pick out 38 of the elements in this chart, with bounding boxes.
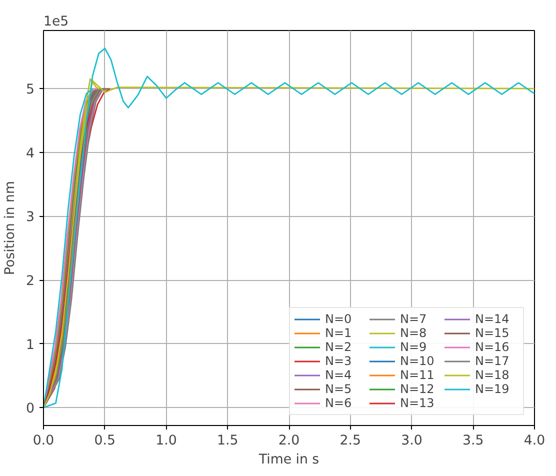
legend-label: N=8 (400, 326, 428, 340)
y-tick-label: 4 (26, 146, 35, 162)
legend-label: N=14 (475, 312, 510, 326)
legend-label: N=19 (475, 382, 510, 396)
y-axis-title: Position in nm (3, 181, 18, 275)
y-tick-label: 5 (26, 82, 35, 98)
x-tick-label: 3.5 (462, 434, 484, 448)
x-tick-label: 2.5 (340, 434, 361, 448)
legend-label: N=4 (325, 368, 353, 382)
x-tick-label: 1.5 (217, 434, 238, 448)
y-tick-label: 0 (26, 402, 35, 417)
legend-label: N=10 (400, 354, 436, 368)
legend-label: N=5 (325, 382, 353, 396)
y-tick-label: 2 (26, 274, 35, 290)
x-tick-label: 0.5 (94, 434, 116, 448)
x-axis-title: Time in s (258, 452, 320, 468)
legend-label: N=16 (475, 340, 510, 354)
legend-label: N=3 (325, 354, 353, 368)
y-tick-label: 3 (26, 210, 35, 226)
legend-label: N=15 (475, 326, 510, 340)
legend-label: N=18 (475, 368, 510, 382)
legend-label: N=1 (325, 326, 353, 340)
legend-label: N=12 (400, 382, 436, 396)
legend-label: N=9 (400, 340, 428, 354)
legend-label: N=0 (325, 312, 353, 326)
legend-label: N=17 (475, 354, 510, 368)
x-tick-label: 0.0 (32, 434, 54, 448)
legend-label: N=13 (400, 396, 436, 410)
y-tick-label: 1 (26, 338, 35, 353)
text: 1e5 (44, 14, 69, 30)
x-tick-label: 3.0 (401, 434, 422, 448)
legend-label: N=2 (325, 340, 353, 354)
legend-label: N=6 (325, 396, 353, 410)
x-tick-label: 4.0 (524, 434, 546, 448)
x-tick-label: 1.0 (156, 434, 177, 448)
legend-label: N=11 (400, 368, 436, 382)
x-tick-label: 2.0 (278, 434, 300, 448)
legend-label: N=7 (400, 312, 428, 326)
